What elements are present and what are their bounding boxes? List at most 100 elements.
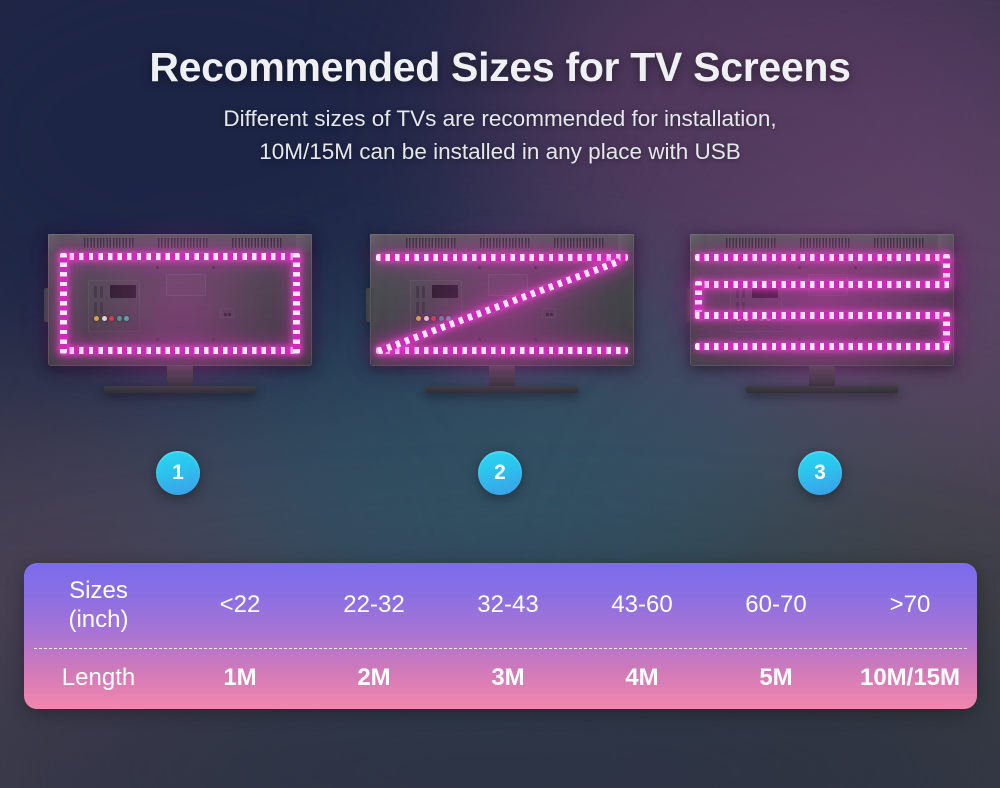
step-badge-3: 3 [798, 451, 842, 495]
tv-panel-screen [110, 285, 136, 298]
av-port-teal [766, 316, 771, 321]
tv-panel-slot [100, 286, 103, 298]
tv-corner-right [296, 234, 312, 252]
tv-diagram-1 [30, 228, 330, 428]
tv-side-tab [366, 288, 376, 322]
tv-side-tab [686, 288, 696, 322]
tv-vent [554, 238, 604, 248]
step-badge-row: 1 2 3 [0, 451, 1000, 501]
tv-corner-left [48, 234, 64, 252]
table-row-divider [34, 648, 967, 649]
av-port-red [431, 316, 436, 321]
tv-diagram-2 [352, 228, 652, 428]
tv-recess [488, 274, 528, 296]
tv-vent [232, 238, 282, 248]
tv-corner-right [618, 234, 634, 252]
tv-recess [808, 274, 848, 296]
page-title: Recommended Sizes for TV Screens [149, 44, 851, 90]
tv-vent [800, 238, 850, 248]
tv-back-panel [686, 234, 954, 366]
table-cell-length-4: 4M [625, 664, 659, 692]
av-port-green [758, 316, 764, 321]
tv-back-panel [44, 234, 312, 366]
tv-screw [534, 338, 537, 341]
table-row-sizes: Sizes (inch) <22 22-32 32-43 43-60 60-70… [24, 563, 977, 648]
tv-port-panel [88, 280, 140, 332]
tv-panel-slot [416, 286, 419, 298]
tv-panel-slot [100, 302, 103, 314]
subtitle-line-2: 10M/15M can be installed in any place wi… [259, 138, 741, 164]
table-header-label: Sizes (inch) [24, 563, 173, 648]
tv-panel-slot [422, 286, 425, 298]
header-block: Recommended Sizes for TV Screens Differe… [0, 44, 1000, 168]
av-port-yellow [416, 316, 421, 321]
tv-screw [156, 338, 159, 341]
tv-screw [212, 338, 215, 341]
av-port-teal [446, 316, 451, 321]
tv-panel-slot [742, 286, 745, 298]
tv-panel-slot [94, 302, 97, 314]
tv-diagram-3 [672, 228, 972, 428]
av-port-yellow [736, 316, 741, 321]
tv-mini-port-block [542, 308, 556, 318]
tv-panel-slot [94, 286, 97, 298]
av-port-yellow [94, 316, 99, 321]
tv-av-ports [736, 316, 771, 321]
size-recommendation-table: Sizes (inch) <22 22-32 32-43 43-60 60-70… [24, 563, 977, 709]
tv-vent [726, 238, 776, 248]
table-cell-size-6: >70 [889, 591, 931, 619]
tv-screw [478, 266, 481, 269]
tv-stand-neck [167, 366, 193, 388]
tv-corner-left [370, 234, 386, 252]
tv-screw [798, 338, 801, 341]
step-badge-2: 2 [478, 451, 522, 495]
table-length-label: Length [61, 664, 136, 692]
tv-back-panel [366, 234, 634, 366]
tv-panel-slot [422, 302, 425, 314]
tv-screw [798, 266, 801, 269]
step-badge-1: 1 [156, 451, 200, 495]
tv-screw [534, 266, 537, 269]
tv-av-ports [416, 316, 451, 321]
tv-screw [156, 266, 159, 269]
tv-screw [212, 266, 215, 269]
size-label-line-2: (inch) [68, 605, 129, 633]
tv-panel-screen [752, 285, 778, 298]
tv-panel-slot [736, 286, 739, 298]
subtitle-line-1: Different sizes of TVs are recommended f… [223, 106, 777, 132]
table-cell-size-3: 32-43 [477, 591, 539, 619]
tv-mini-port-block [220, 308, 234, 318]
table-cell-length-1: 1M [223, 664, 257, 692]
tv-panel-slot [416, 302, 419, 314]
av-port-white [423, 316, 429, 321]
av-port-teal [124, 316, 129, 321]
tv-port-panel [730, 280, 782, 332]
tv-screw [478, 338, 481, 341]
table-cell-length-6: 10M/15M [859, 664, 961, 692]
tv-vent [84, 238, 134, 248]
table-cell-length-2: 2M [357, 664, 391, 692]
av-port-green [438, 316, 444, 321]
tv-stand-base [104, 386, 256, 393]
tv-panel-slot [742, 302, 745, 314]
av-port-red [751, 316, 756, 321]
tv-vent [406, 238, 456, 248]
tv-corner-left [690, 234, 706, 252]
page-subtitle: Different sizes of TVs are recommended f… [0, 103, 1000, 168]
tv-av-ports [94, 316, 129, 321]
table-cell-length-3: 3M [491, 664, 525, 692]
tv-vent [480, 238, 530, 248]
av-port-green [116, 316, 122, 321]
tv-port-panel [410, 280, 462, 332]
av-port-white [743, 316, 749, 321]
av-port-white [101, 316, 107, 321]
tv-panel-slot [736, 302, 739, 314]
tv-recess [166, 274, 206, 296]
tv-stand-neck [489, 366, 515, 388]
tv-stand-base [746, 386, 898, 393]
tv-screw [854, 266, 857, 269]
tv-corner-right [938, 234, 954, 252]
table-cell-size-2: 22-32 [343, 591, 405, 619]
size-label-line-1: Sizes [69, 576, 128, 604]
